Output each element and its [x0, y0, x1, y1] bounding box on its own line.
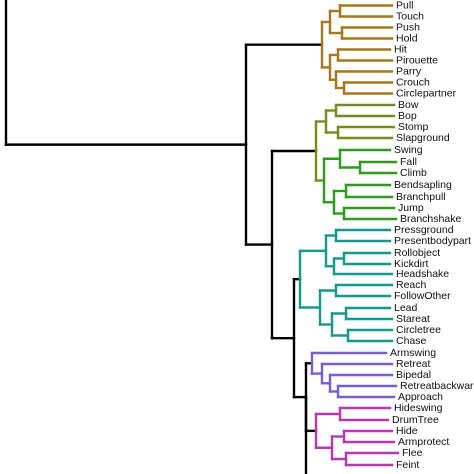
leaf-label: Retreatbackwards — [400, 380, 474, 392]
leaf-label: Stomp — [398, 121, 429, 133]
leaf-label: Slapground — [396, 132, 450, 144]
leaf-label: FollowOther — [394, 290, 451, 302]
leaf-label: Pressground — [394, 224, 454, 236]
leaf-label: Branchshake — [400, 213, 461, 225]
leaf-label: Chase — [396, 335, 427, 347]
leaf-label: Approach — [398, 391, 443, 403]
leaf-label: Pull — [396, 0, 414, 11]
leaf-label: Pirouette — [396, 54, 438, 66]
leaf-label: Bendsapling — [394, 179, 452, 191]
leaf-label: Stareat — [396, 313, 430, 325]
leaf-label: Jump — [398, 202, 424, 214]
leaf-label: Bow — [398, 99, 419, 111]
leaf-label: Hideswing — [394, 402, 443, 414]
leaf-label: Presentbodypart — [394, 235, 471, 247]
leaf-label: Reach — [396, 279, 427, 291]
leaf-label: Bipedal — [396, 369, 431, 381]
leaf-label: Lead — [394, 302, 418, 314]
leaf-label: Feint — [396, 459, 419, 471]
leaf-label: Crouch — [396, 76, 430, 88]
leaf-label: Circletree — [396, 324, 441, 336]
leaf-label: Armprotect — [398, 436, 449, 448]
leaf-label: Push — [396, 21, 420, 33]
leaf-label: Kickdirt — [394, 258, 429, 270]
leaf-label: Armswing — [390, 347, 436, 359]
leaf-label: Circlepartner — [396, 87, 457, 99]
leaf-label: Climb — [400, 167, 427, 179]
leaf-label: Hide — [396, 425, 418, 437]
leaf-label: Retreat — [396, 358, 431, 370]
leaf-label: Parry — [396, 65, 422, 77]
leaf-label: Bop — [398, 110, 417, 122]
leaf-label: Hold — [396, 32, 418, 44]
leaf-label: Branchpull — [396, 191, 446, 203]
leaf-labels: PullTouchPushHoldHitPirouetteParryCrouch… — [390, 0, 474, 471]
leaf-label: Swing — [394, 144, 423, 156]
leaf-label: Flee — [402, 447, 423, 459]
leaf-label: Touch — [396, 10, 424, 22]
leaf-label: DrumTree — [392, 414, 439, 426]
leaf-label: Hit — [394, 43, 407, 55]
leaf-label: Fall — [400, 156, 417, 168]
dendrogram-branches — [4, 0, 400, 474]
leaf-label: Rollobject — [394, 247, 440, 259]
leaf-label: Headshake — [396, 268, 449, 280]
